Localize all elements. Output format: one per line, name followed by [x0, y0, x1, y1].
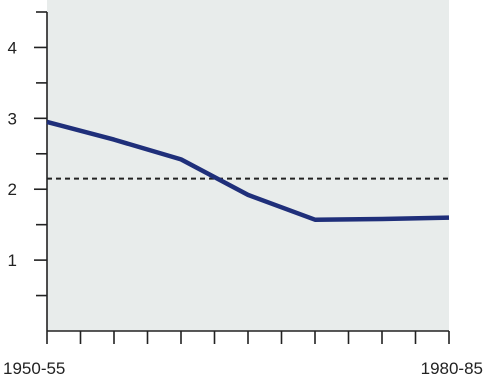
y-tick-label: 4 [8, 38, 17, 57]
data-point [179, 157, 183, 161]
y-tick-label: 1 [8, 251, 17, 270]
y-tick-label: 2 [8, 180, 17, 199]
x-tick-label: 1980-85 [421, 359, 483, 378]
x-tick-label: 1950-55 [3, 359, 65, 378]
series-line [46, 119, 450, 222]
data-point [313, 218, 317, 222]
data-point [246, 193, 250, 197]
data-point [45, 120, 49, 124]
plot-area [47, 0, 449, 331]
y-tick-label: 3 [8, 109, 17, 128]
data-point [447, 216, 451, 220]
data-point [112, 138, 116, 142]
tick-labels: 1 2 3 4 1950-55 1980-85 [3, 38, 483, 378]
data-point [380, 217, 384, 221]
axes [34, 11, 450, 344]
